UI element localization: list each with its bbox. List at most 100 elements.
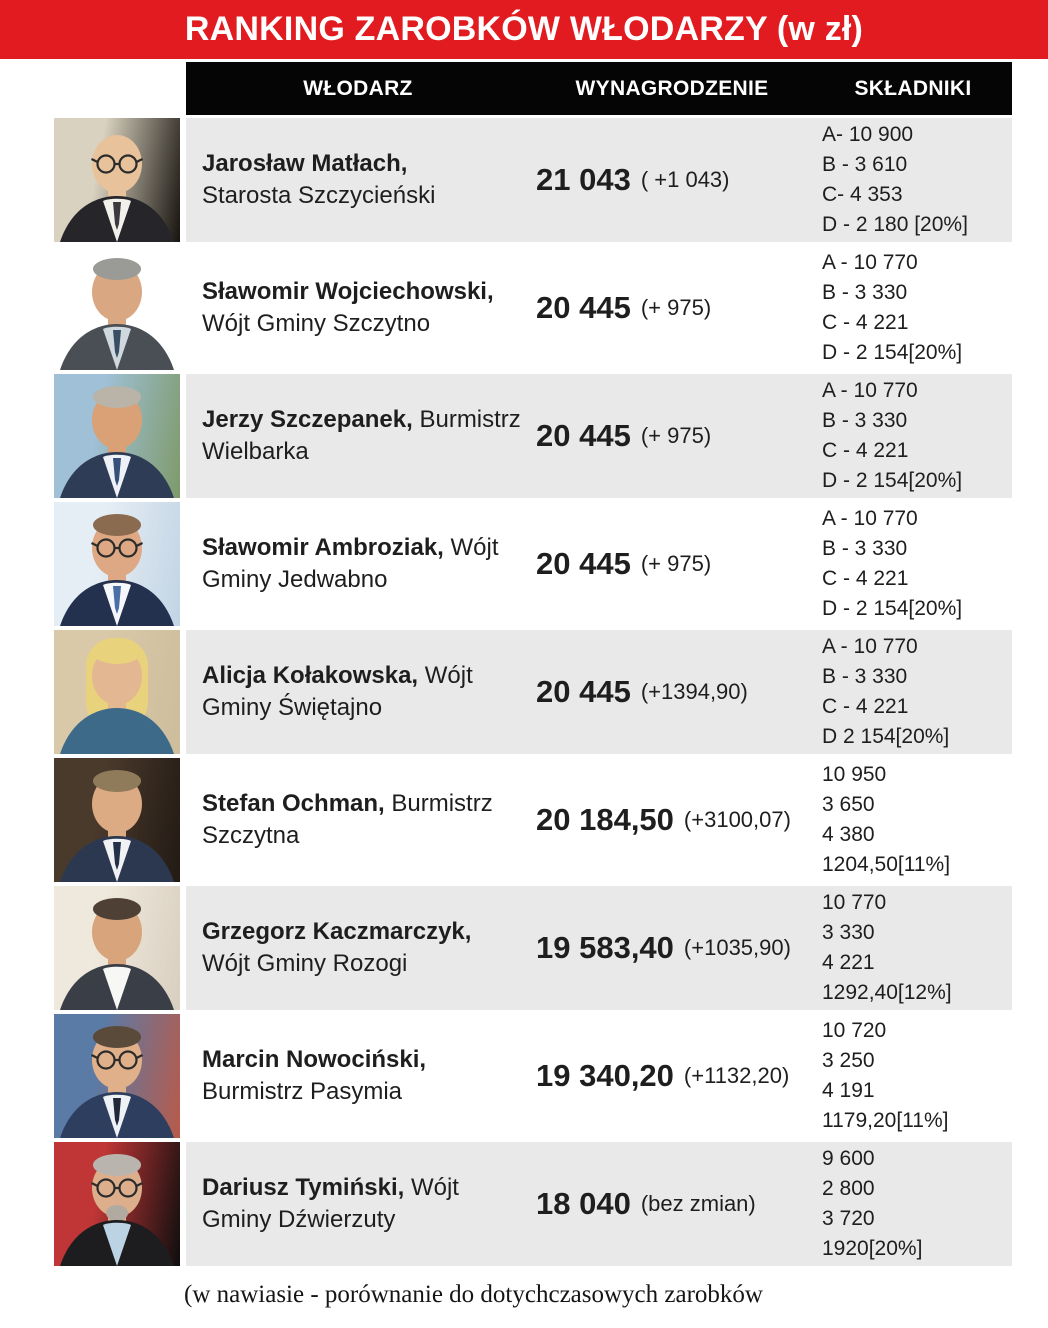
salary-cell: 21 043 ( +1 043) [536, 118, 822, 242]
salary-change: (+1394,90) [640, 679, 748, 704]
official-avatar-icon [60, 638, 174, 754]
components-list: A - 10 770 B - 3 330 C - 4 221 D - 2 154[20… [822, 246, 1012, 370]
salary-cell: 20 445 (+1394,90) [536, 630, 822, 754]
name-line1: Stefan Ochman, Burmistrz [202, 788, 538, 820]
salary-cell: 19 340,20 (+1132,20) [536, 1014, 822, 1138]
name-line1: Sławomir Ambroziak, Wójt [202, 532, 538, 564]
salary-amount: 20 445 [536, 546, 631, 581]
title-banner: RANKING ZAROBKÓW WŁODARZY (w zł) [0, 0, 1048, 59]
official-name-cell: Jerzy Szczepanek, Burmistrz Wielbarka [202, 374, 538, 498]
component-line: B - 3 330 [822, 409, 908, 432]
official-name: Jerzy Szczepanek, [202, 406, 413, 433]
official-photo [54, 630, 180, 754]
salary-change: (+ 975) [640, 295, 712, 320]
component-line: B - 3 330 [822, 537, 908, 560]
official-role-line2: Burmistrz Pasymia [202, 1078, 403, 1105]
official-name: Marcin Nowociński, [202, 1046, 427, 1073]
official-name-cell: Marcin Nowociński, Burmistrz Pasymia [202, 1014, 538, 1138]
official-photo [54, 374, 180, 498]
salary-amount: 20 445 [536, 674, 631, 709]
salary-cell: 20 445 (+ 975) [536, 502, 822, 626]
components-list: 10 950 3 650 4 380 1204,50[11%] [822, 758, 1012, 882]
official-avatar-icon [60, 1154, 174, 1266]
official-avatar-icon [60, 770, 174, 882]
component-line: 9 600 [822, 1147, 875, 1170]
official-role-inline: Wójt [443, 534, 499, 561]
component-line: 3 330 [822, 921, 875, 944]
component-line: C - 4 221 [822, 311, 909, 334]
name-line1: Jarosław Matłach, [202, 148, 538, 180]
component-line: A - 10 770 [822, 379, 918, 402]
salary-amount: 19 583,40 [536, 930, 674, 965]
component-line: A- 10 900 [822, 123, 914, 146]
component-line: D 2 154[20%] [822, 725, 950, 748]
official-role-line2: Wójt Gminy Szczytno [202, 310, 431, 337]
official-role-line2: Gminy Jedwabno [202, 566, 388, 593]
salary-cell: 20 445 (+ 975) [536, 246, 822, 370]
component-line: 1204,50[11%] [822, 853, 951, 876]
salary-amount: 20 445 [536, 290, 631, 325]
name-line1: Marcin Nowociński, [202, 1044, 538, 1076]
component-line: C - 4 221 [822, 567, 909, 590]
component-line: 2 800 [822, 1177, 875, 1200]
official-photo [54, 758, 180, 882]
salary-amount: 20 184,50 [536, 802, 674, 837]
row-block: Dariusz Tymiński, Wójt Gminy Dźwierzuty … [186, 1142, 1012, 1266]
component-line: D - 2 154[20%] [822, 469, 963, 492]
component-line: A - 10 770 [822, 507, 918, 530]
official-avatar-icon [60, 135, 174, 242]
official-role-line2: Wielbarka [202, 438, 309, 465]
official-name: Grzegorz Kaczmarczyk, [202, 918, 472, 945]
official-avatar-icon [60, 386, 174, 498]
salary-change: (+3100,07) [683, 807, 791, 832]
component-line: 10 950 [822, 763, 887, 786]
table-header: WŁODARZ WYNAGRODZENIE SKŁADNIKI [186, 62, 1012, 115]
components-list: A- 10 900 B - 3 610 C- 4 353 D - 2 180 [20%… [822, 118, 1012, 242]
salary-cell: 20 445 (+ 975) [536, 374, 822, 498]
official-name: Jarosław Matłach, [202, 150, 408, 177]
official-name-cell: Dariusz Tymiński, Wójt Gminy Dźwierzuty [202, 1142, 538, 1266]
salary-change: (+ 975) [640, 423, 712, 448]
table-row: Sławomir Ambroziak, Wójt Gminy Jedwabno … [0, 502, 1012, 626]
components-list: 10 770 3 330 4 221 1292,40[12%] [822, 886, 1012, 1010]
official-name: Dariusz Tymiński, [202, 1174, 405, 1201]
table-row: Alicja Kołakowska, Wójt Gminy Świętajno … [0, 630, 1012, 754]
component-line: B - 3 610 [822, 153, 908, 176]
salary-change: (+ 975) [640, 551, 712, 576]
footnote: (w nawiasie - porównanie do dotychczasow… [184, 1281, 763, 1308]
official-role-line2: Wójt Gminy Rozogi [202, 950, 408, 977]
component-line: 4 380 [822, 823, 875, 846]
table-row: Marcin Nowociński, Burmistrz Pasymia 19 … [0, 1014, 1012, 1138]
official-role-inline: Wójt [404, 1174, 459, 1201]
row-block: Jarosław Matłach, Starosta Szczycieński … [186, 118, 1012, 242]
salary-change: (+1035,90) [683, 935, 791, 960]
component-line: 1920[20%] [822, 1237, 923, 1260]
salary-change: ( +1 043) [640, 167, 730, 192]
salary-amount: 20 445 [536, 418, 631, 453]
component-line: C - 4 221 [822, 695, 909, 718]
components-list: A - 10 770 B - 3 330 C - 4 221 D - 2 154[20… [822, 374, 1012, 498]
component-line: 10 770 [822, 891, 887, 914]
official-name: Sławomir Wojciechowski, [202, 278, 494, 305]
official-role-inline: Burmistrz [384, 790, 493, 817]
official-photo [54, 118, 180, 242]
official-photo [54, 1014, 180, 1138]
official-role-line2: Gminy Świętajno [202, 694, 383, 721]
name-line1: Jerzy Szczepanek, Burmistrz [202, 404, 538, 436]
column-header-skladniki: SKŁADNIKI [854, 76, 972, 100]
components-list: A - 10 770 B - 3 330 C - 4 221 D - 2 154[20… [822, 502, 1012, 626]
row-block: Sławomir Ambroziak, Wójt Gminy Jedwabno … [186, 502, 1012, 626]
row-block: Stefan Ochman, Burmistrz Szczytna 20 184… [186, 758, 1012, 882]
official-avatar-icon [60, 258, 174, 370]
component-line: B - 3 330 [822, 281, 908, 304]
table-row: Sławomir Wojciechowski, Wójt Gminy Szczy… [0, 246, 1012, 370]
components-list: 9 600 2 800 3 720 1920[20%] [822, 1142, 1012, 1266]
official-photo [54, 886, 180, 1010]
salary-amount: 19 340,20 [536, 1058, 674, 1093]
row-block: Sławomir Wojciechowski, Wójt Gminy Szczy… [186, 246, 1012, 370]
table-row: Stefan Ochman, Burmistrz Szczytna 20 184… [0, 758, 1012, 882]
official-name: Sławomir Ambroziak, [202, 534, 444, 561]
component-line: D - 2 154[20%] [822, 341, 963, 364]
salary-amount: 18 040 [536, 1186, 631, 1221]
